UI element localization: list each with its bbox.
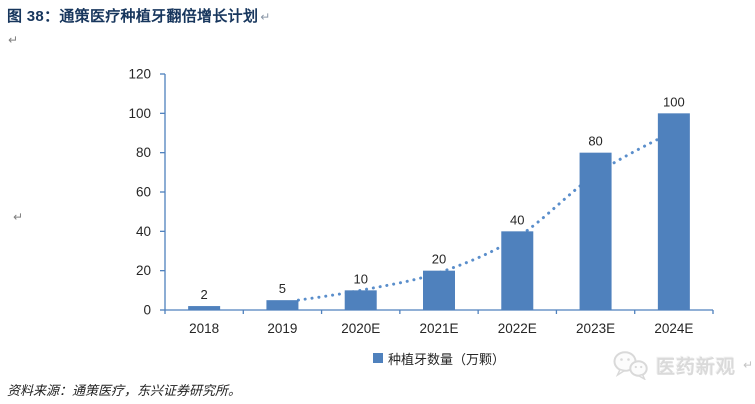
bar: [344, 290, 377, 310]
paragraph-mark-icon: ↵: [8, 33, 19, 47]
y-axis-label: 100: [128, 106, 151, 121]
legend-swatch: [372, 353, 383, 363]
y-axis-label: 40: [136, 224, 151, 239]
source-note: 资料来源：通策医疗，东兴证券研究所。: [7, 383, 242, 398]
bar: [266, 300, 299, 310]
bar-value-label: 20: [432, 252, 446, 267]
x-axis-label: 2020E: [341, 321, 380, 336]
figure-caption-text: 图 38：通策医疗种植牙翻倍增长计划: [7, 8, 259, 25]
x-axis-label: 2023E: [576, 321, 615, 336]
x-axis-label: 2021E: [419, 321, 458, 336]
figure-caption: 图 38：通策医疗种植牙翻倍增长计划 ↵: [7, 5, 271, 26]
bar-value-label: 2: [201, 287, 208, 302]
bar-value-label: 10: [353, 271, 367, 286]
x-axis-label: 2024E: [654, 321, 693, 336]
watermark: 医药新观 ↵: [612, 349, 753, 381]
bar: [579, 152, 612, 310]
y-axis-label: 20: [136, 263, 151, 278]
wechat-icon: [613, 351, 648, 380]
chart-legend: 种植牙数量（万颗）: [165, 348, 713, 368]
x-axis-label: 2022E: [498, 321, 537, 336]
paragraph-mark-icon: ↵: [13, 210, 24, 224]
bar: [423, 270, 455, 310]
y-axis-label: 120: [128, 67, 151, 82]
bar-value-label: 80: [588, 134, 602, 149]
x-axis-label: 2019: [267, 321, 297, 336]
y-axis-label: 0: [143, 303, 151, 318]
y-axis-label: 60: [136, 185, 151, 200]
bar: [188, 306, 221, 310]
paragraph-mark-icon: ↵: [743, 358, 754, 372]
x-axis-label: 2018: [189, 321, 219, 336]
implant-growth-bar-chart: 2 5 10 20 40 80 100 0 20 40 60 80 100 120 2018 2019 2020…: [128, 67, 714, 336]
paragraph-mark-icon: ↵: [260, 10, 271, 24]
y-axis-label: 80: [136, 145, 151, 160]
bar-value-label: 5: [279, 281, 286, 296]
watermark-text: 医药新观: [656, 356, 737, 378]
bar-value-label: 100: [663, 94, 685, 109]
legend-label: 种植牙数量（万颗）: [387, 351, 505, 367]
bar: [501, 231, 534, 310]
bar: [657, 113, 690, 310]
bar-value-label: 40: [510, 212, 524, 227]
